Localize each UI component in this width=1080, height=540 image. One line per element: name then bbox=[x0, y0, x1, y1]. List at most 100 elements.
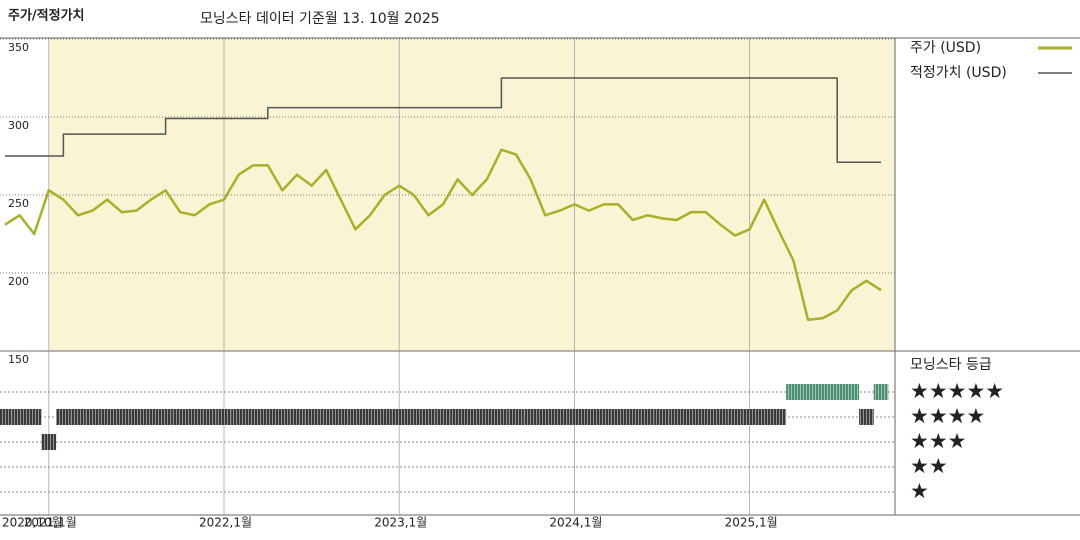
rating-stripes bbox=[348, 409, 363, 425]
rating-stripes bbox=[333, 409, 349, 425]
rating-mark bbox=[800, 384, 816, 400]
rating-stripes bbox=[202, 409, 217, 425]
rating-stripes bbox=[537, 409, 553, 425]
rating-stripes bbox=[815, 384, 830, 400]
rating-stripes bbox=[289, 409, 305, 425]
rating-stripes bbox=[683, 409, 699, 425]
rating-mark bbox=[172, 409, 188, 425]
rating-stripes bbox=[362, 409, 378, 425]
y-tick-label: 350 bbox=[8, 41, 29, 54]
rating-stripes bbox=[304, 409, 319, 425]
rating-stripes bbox=[786, 384, 801, 400]
chart-subtitle: 모닝스타 데이터 기준월 13. 10월 2025 bbox=[200, 11, 440, 27]
rating-stripes bbox=[464, 409, 480, 425]
rating-mark bbox=[581, 409, 597, 425]
rating-mark bbox=[99, 409, 115, 425]
rating-mark bbox=[318, 409, 334, 425]
rating-stripes bbox=[742, 409, 757, 425]
chart-title: 주가/적정가치 bbox=[8, 8, 85, 24]
rating-stripes bbox=[698, 409, 714, 425]
rating-stripes bbox=[435, 409, 451, 425]
rating-mark bbox=[129, 409, 144, 425]
rating-mark bbox=[464, 409, 480, 425]
rating-mark bbox=[377, 409, 392, 425]
rating-mark bbox=[450, 409, 465, 425]
rating-stripes bbox=[158, 409, 173, 425]
rating-stripes bbox=[85, 409, 100, 425]
rating-mark bbox=[348, 409, 363, 425]
x-tick-label: 2022,1월 bbox=[199, 516, 252, 530]
rating-stripes bbox=[523, 409, 538, 425]
rating-stripes bbox=[114, 409, 130, 425]
rating-stripes bbox=[567, 409, 582, 425]
rating-stripes bbox=[12, 409, 27, 425]
rating-mark bbox=[114, 409, 130, 425]
rating-stripes bbox=[260, 409, 276, 425]
rating-mark bbox=[333, 409, 349, 425]
y-tick-label: 250 bbox=[8, 197, 29, 210]
rating-mark bbox=[202, 409, 217, 425]
rating-stripes bbox=[450, 409, 465, 425]
rating-stripes bbox=[421, 409, 436, 425]
rating-mark bbox=[815, 384, 830, 400]
rating-mark bbox=[683, 409, 699, 425]
rating-mark bbox=[435, 409, 451, 425]
rating-mark bbox=[640, 409, 655, 425]
rating-mark bbox=[713, 409, 728, 425]
rating-stripes bbox=[581, 409, 597, 425]
rating-stripes bbox=[829, 384, 845, 400]
rating-mark bbox=[275, 409, 290, 425]
rating-stripes bbox=[172, 409, 188, 425]
rating-mark bbox=[844, 384, 860, 400]
rating-label: ★★★ bbox=[910, 429, 966, 453]
legend-label: 적정가치 (USD) bbox=[910, 65, 1007, 81]
rating-stripes bbox=[0, 409, 13, 425]
rating-mark bbox=[610, 409, 626, 425]
rating-stripes bbox=[800, 384, 816, 400]
rating-stripes bbox=[129, 409, 144, 425]
rating-stripes bbox=[508, 409, 524, 425]
rating-stripes bbox=[70, 409, 86, 425]
rating-mark bbox=[698, 409, 714, 425]
rating-mark bbox=[362, 409, 378, 425]
rating-stripes bbox=[216, 409, 232, 425]
rating-mark bbox=[158, 409, 173, 425]
rating-stripes bbox=[26, 409, 42, 425]
x-tick-label: 2020,10월 bbox=[2, 516, 63, 530]
rating-mark bbox=[421, 409, 436, 425]
y-tick-label: 200 bbox=[8, 275, 29, 288]
rating-stripes bbox=[552, 409, 568, 425]
rating-stripes bbox=[187, 409, 203, 425]
rating-stripes bbox=[391, 409, 407, 425]
rating-stripes bbox=[377, 409, 392, 425]
rating-mark bbox=[567, 409, 582, 425]
rating-mark bbox=[859, 409, 874, 425]
rating-mark bbox=[12, 409, 27, 425]
rating-stripes bbox=[143, 409, 159, 425]
rating-label: ★★★★ bbox=[910, 404, 985, 428]
rating-label: ★★★★★ bbox=[910, 379, 1004, 403]
rating-mark bbox=[756, 409, 772, 425]
series-line bbox=[5, 77, 881, 163]
rating-stripes bbox=[844, 384, 860, 400]
rating-mark bbox=[494, 409, 509, 425]
rating-mark bbox=[216, 409, 232, 425]
x-tick-label: 2024,1월 bbox=[549, 516, 602, 530]
rating-mark bbox=[508, 409, 524, 425]
rating-mark bbox=[85, 409, 100, 425]
rating-stripes bbox=[41, 434, 57, 450]
rating-mark bbox=[143, 409, 159, 425]
rating-mark bbox=[406, 409, 422, 425]
rating-mark bbox=[0, 409, 13, 425]
rating-mark bbox=[873, 384, 889, 400]
rating-mark bbox=[260, 409, 276, 425]
rating-mark bbox=[625, 409, 641, 425]
rating-label: ★★ bbox=[910, 454, 948, 478]
rating-stripes bbox=[275, 409, 290, 425]
rating-stripes bbox=[713, 409, 728, 425]
x-tick-label: 2021,1월 bbox=[24, 516, 77, 530]
rating-mark bbox=[479, 409, 495, 425]
rating-stripes bbox=[479, 409, 495, 425]
rating-mark bbox=[231, 409, 246, 425]
